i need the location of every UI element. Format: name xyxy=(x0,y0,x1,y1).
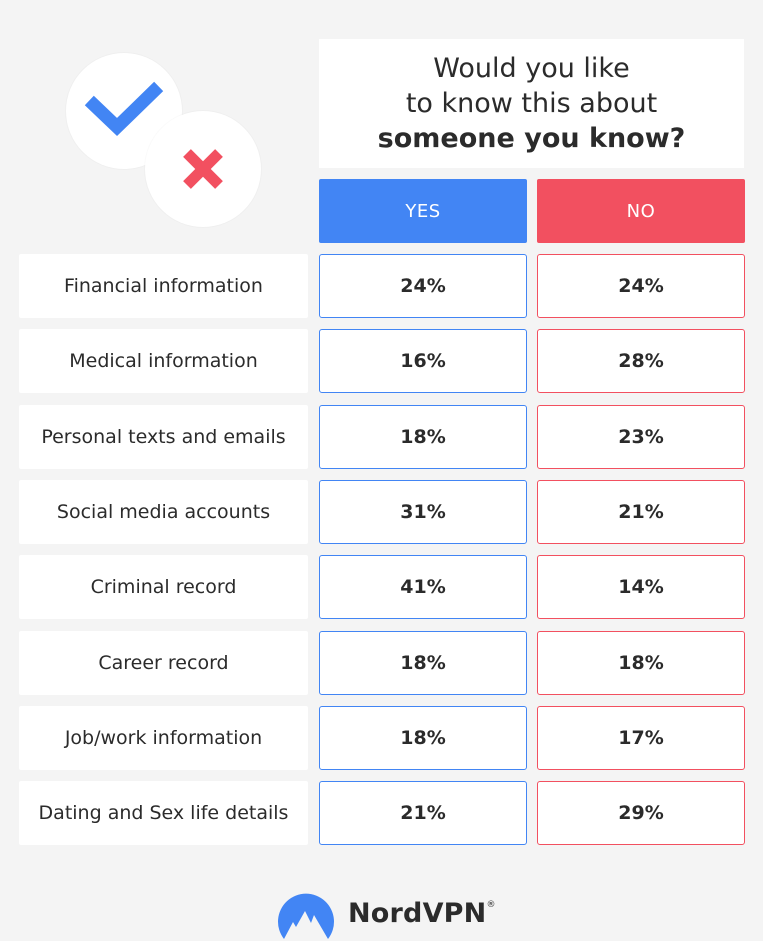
table-row: Career record 18% 18% xyxy=(19,631,745,695)
yes-value-cell: 18% xyxy=(319,405,527,469)
question-line-2: to know this about xyxy=(405,88,658,119)
brand-name-text: NordVPN xyxy=(348,898,487,929)
table-row: Job/work information 18% 17% xyxy=(19,706,745,770)
cross-circle xyxy=(145,111,261,227)
no-value-cell: 17% xyxy=(537,706,745,770)
row-label: Medical information xyxy=(19,329,308,393)
table-row: Personal texts and emails 18% 23% xyxy=(19,405,745,469)
check-icon xyxy=(84,81,164,137)
yes-value-cell: 24% xyxy=(319,254,527,318)
row-label: Financial information xyxy=(19,254,308,318)
no-value-cell: 21% xyxy=(537,480,745,544)
brand-footer: NordVPN® xyxy=(0,884,763,941)
table-row: Criminal record 41% 14% xyxy=(19,555,745,619)
row-label: Job/work information xyxy=(19,706,308,770)
yes-column-header: YES xyxy=(319,179,527,243)
cross-icon xyxy=(183,149,223,189)
no-value-cell: 28% xyxy=(537,329,745,393)
yes-value-cell: 31% xyxy=(319,480,527,544)
question-line-3: someone you know? xyxy=(377,123,686,154)
row-label: Dating and Sex life details xyxy=(19,781,308,845)
nordvpn-logo-icon xyxy=(278,893,334,939)
no-value-cell: 29% xyxy=(537,781,745,845)
table-row: Dating and Sex life details 21% 29% xyxy=(19,781,745,845)
yes-value-cell: 16% xyxy=(319,329,527,393)
no-value-cell: 23% xyxy=(537,405,745,469)
brand-registered-mark: ® xyxy=(486,900,496,910)
row-label: Criminal record xyxy=(19,555,308,619)
no-value-cell: 14% xyxy=(537,555,745,619)
yes-value-cell: 41% xyxy=(319,555,527,619)
yes-value-cell: 18% xyxy=(319,631,527,695)
row-label: Social media accounts xyxy=(19,480,308,544)
table-row: Medical information 16% 28% xyxy=(19,329,745,393)
question-title: Would you like to know this about someon… xyxy=(319,39,744,168)
check-circle xyxy=(66,53,182,169)
no-value-cell: 24% xyxy=(537,254,745,318)
row-label: Personal texts and emails xyxy=(19,405,308,469)
table-row: Financial information 24% 24% xyxy=(19,254,745,318)
no-column-header: NO xyxy=(537,179,745,243)
brand-name: NordVPN® xyxy=(348,898,496,929)
question-line-1: Would you like xyxy=(433,53,630,84)
no-value-cell: 18% xyxy=(537,631,745,695)
yes-value-cell: 18% xyxy=(319,706,527,770)
table-row: Social media accounts 31% 21% xyxy=(19,480,745,544)
yes-value-cell: 21% xyxy=(319,781,527,845)
row-label: Career record xyxy=(19,631,308,695)
